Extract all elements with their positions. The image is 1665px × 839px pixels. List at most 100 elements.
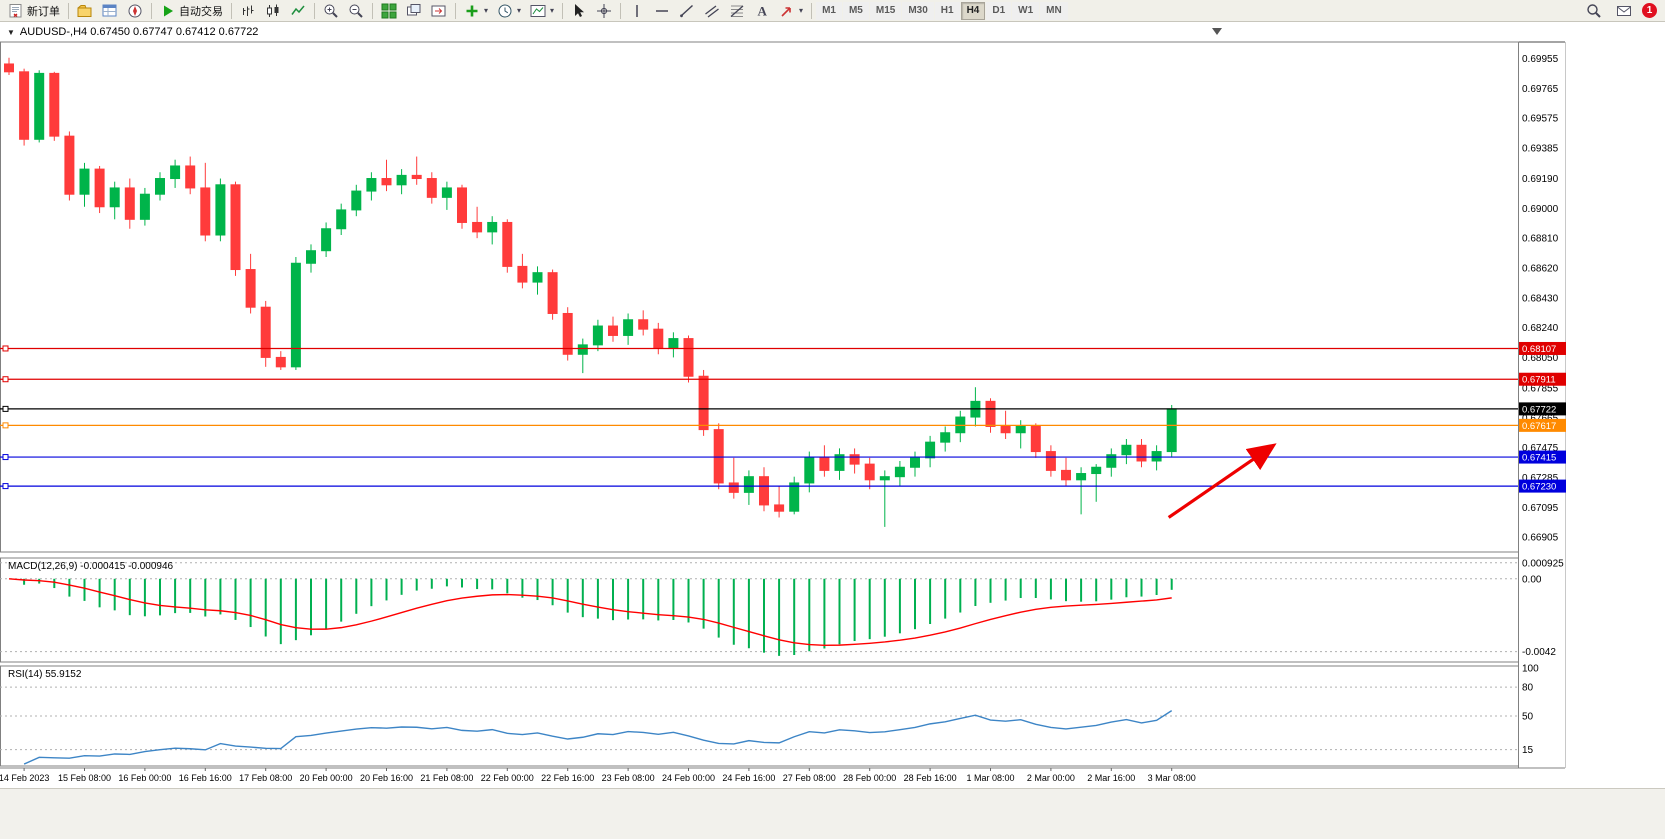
timeframe-m1-button[interactable]: M1 bbox=[816, 1, 842, 20]
macd-pane: 0.000925 0.00 -0.0042 bbox=[0, 558, 1564, 658]
timeframe-mn-button[interactable]: MN bbox=[1040, 1, 1068, 20]
hline-handle[interactable] bbox=[2, 345, 9, 352]
timeframe-h1-button[interactable]: H1 bbox=[934, 1, 960, 20]
toolbar-group bbox=[73, 1, 147, 20]
price-scale[interactable]: 0.69955 0.69765 0.69575 0.69385 0.69190 0.690… bbox=[1519, 54, 1566, 544]
chart-collapse-icon[interactable]: ▼ bbox=[7, 27, 15, 37]
cursor-button[interactable] bbox=[567, 1, 591, 20]
candle bbox=[245, 269, 256, 308]
price-axis-label: 0.67855 bbox=[1522, 384, 1559, 395]
candle bbox=[109, 187, 120, 208]
chart-shift-button[interactable] bbox=[427, 1, 451, 20]
timeframe-w1-button[interactable]: W1 bbox=[1012, 1, 1040, 20]
candle bbox=[457, 187, 467, 223]
time-axis[interactable]: 14 Feb 2023 15 Feb 08:00 16 Feb 00:00 16 Fe… bbox=[0, 768, 1196, 783]
text-tool-button[interactable]: A bbox=[750, 1, 774, 20]
price-axis-label: 0.69575 bbox=[1522, 114, 1559, 125]
price-axis-label: 0.69955 bbox=[1522, 54, 1559, 65]
candle bbox=[577, 344, 588, 355]
crosshair-button[interactable] bbox=[592, 1, 616, 20]
auto-arrange-button[interactable] bbox=[402, 1, 426, 20]
candle bbox=[562, 312, 573, 355]
mail-button[interactable] bbox=[1612, 1, 1636, 20]
vertical-line-button[interactable] bbox=[625, 1, 649, 20]
timeframe-d1-button[interactable]: D1 bbox=[986, 1, 1012, 20]
toolbar-separator bbox=[372, 2, 373, 19]
text-icon: A bbox=[754, 3, 770, 19]
new-order-button[interactable]: 新订单 bbox=[4, 1, 64, 20]
timeframe-m15-button[interactable]: M15 bbox=[869, 1, 902, 20]
timeframe-m30-button[interactable]: M30 bbox=[902, 1, 934, 20]
time-axis-label: 14 Feb 2023 bbox=[0, 773, 49, 783]
market-watch-icon bbox=[102, 3, 118, 19]
price-axis-label: 0.69190 bbox=[1522, 174, 1559, 185]
toolbar-separator bbox=[620, 2, 622, 19]
rsi-axis-label: 15 bbox=[1522, 745, 1534, 756]
toolbar-group bbox=[377, 1, 451, 20]
chevron-down-icon: ▾ bbox=[484, 6, 489, 15]
chart-canvas[interactable]: 0.69955 0.69765 0.69575 0.69385 0.69190 0.690… bbox=[0, 22, 1665, 788]
rsi-indicator-label: RSI(14) 55.9152 bbox=[8, 669, 82, 680]
candlestick-chart-button[interactable] bbox=[261, 1, 285, 20]
tile-windows-button[interactable] bbox=[377, 1, 401, 20]
trendline-icon bbox=[679, 3, 695, 19]
autotrade-button[interactable]: 自动交易 bbox=[156, 1, 227, 20]
svg-text:0.67617: 0.67617 bbox=[1522, 421, 1556, 432]
toolbar-group bbox=[236, 1, 310, 20]
price-axis-label: 0.67665 bbox=[1522, 413, 1559, 424]
macd-axis-label: -0.0042 bbox=[1522, 647, 1556, 658]
arrange-icon bbox=[406, 3, 422, 19]
timeframe-h4-button[interactable]: H4 bbox=[960, 1, 986, 20]
channel-button[interactable] bbox=[700, 1, 724, 20]
profiles-button[interactable] bbox=[73, 1, 97, 20]
timeframe-m5-button[interactable]: M5 bbox=[842, 1, 869, 20]
channel-icon bbox=[704, 3, 720, 19]
arrows-tool-button[interactable]: ▾ bbox=[775, 1, 807, 20]
notification-badge[interactable]: 1 bbox=[1642, 3, 1657, 18]
chart-shift-marker[interactable] bbox=[1212, 28, 1222, 35]
market-watch-button[interactable] bbox=[98, 1, 122, 20]
hline-handle[interactable] bbox=[2, 405, 9, 412]
clock-icon bbox=[497, 3, 513, 19]
zoom-in-button[interactable] bbox=[319, 1, 343, 20]
price-tag-0.67911: 0.67911 bbox=[1519, 372, 1566, 386]
hline-handle[interactable] bbox=[2, 376, 9, 383]
toolbar-separator bbox=[151, 2, 152, 19]
price-axis-label: 0.69765 bbox=[1522, 84, 1559, 95]
fibonacci-button[interactable] bbox=[725, 1, 749, 20]
price-tag-0.67230: 0.67230 bbox=[1519, 479, 1566, 493]
candle bbox=[1061, 469, 1071, 481]
price-axis-label: 0.69385 bbox=[1522, 143, 1559, 154]
zoom-out-button[interactable] bbox=[344, 1, 368, 20]
periods-button[interactable]: ▾ bbox=[493, 1, 525, 20]
time-axis-label: 28 Feb 16:00 bbox=[904, 773, 957, 783]
indicators-button[interactable]: ▾ bbox=[460, 1, 492, 20]
line-chart-button[interactable] bbox=[286, 1, 310, 20]
toolbar-separator bbox=[68, 2, 69, 19]
templates-button[interactable]: ▾ bbox=[526, 1, 558, 20]
bar-chart-button[interactable] bbox=[236, 1, 260, 20]
price-axis-label: 0.68240 bbox=[1522, 323, 1559, 334]
candle bbox=[638, 319, 649, 330]
time-axis-label: 2 Mar 00:00 bbox=[1027, 773, 1075, 783]
hline-handle[interactable] bbox=[2, 422, 9, 429]
new-order-button-label: 新订单 bbox=[27, 5, 60, 18]
macd-indicator-label: MACD(12,26,9) -0.000415 -0.000946 bbox=[8, 561, 174, 572]
price-axis-label: 0.69000 bbox=[1522, 204, 1559, 215]
macd-axis-label: 0.000925 bbox=[1522, 558, 1564, 569]
navigator-button[interactable] bbox=[123, 1, 147, 20]
candle bbox=[728, 482, 739, 493]
price-axis-label: 0.68810 bbox=[1522, 234, 1559, 245]
horizontal-line-button[interactable] bbox=[650, 1, 674, 20]
search-icon bbox=[1586, 3, 1602, 19]
hline-handle[interactable] bbox=[2, 454, 9, 461]
search-button[interactable] bbox=[1582, 1, 1606, 20]
candle bbox=[49, 72, 60, 137]
hline-handle[interactable] bbox=[2, 483, 9, 490]
trendline-button[interactable] bbox=[675, 1, 699, 20]
candle bbox=[64, 135, 75, 195]
trend-arrow[interactable] bbox=[1167, 443, 1277, 519]
rsi-axis-label: 80 bbox=[1522, 683, 1534, 694]
chevron-down-icon: ▾ bbox=[550, 6, 555, 15]
price-tag-0.67722: 0.67722 bbox=[1519, 402, 1566, 416]
